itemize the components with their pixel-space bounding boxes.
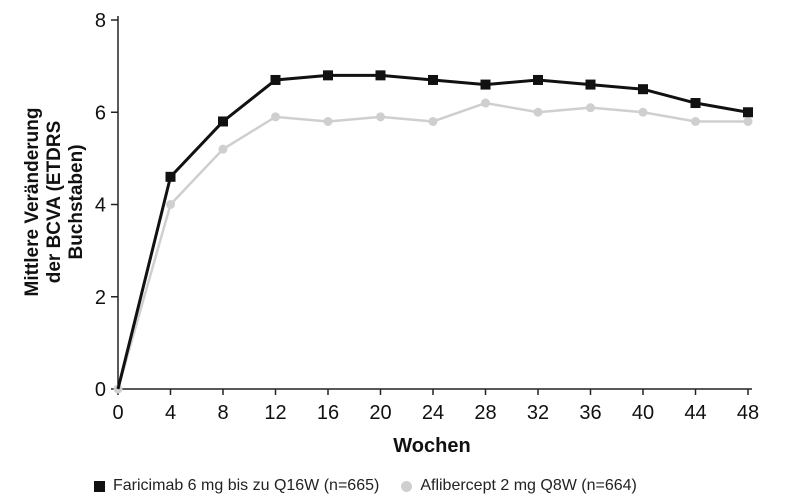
legend: Faricimab 6 mg bis zu Q16W (n=665) Aflib… [94, 475, 659, 497]
data-point-circle [533, 107, 543, 117]
x-tick-label: 4 [165, 402, 176, 424]
data-point-square [270, 74, 281, 85]
data-point-square [165, 171, 176, 182]
data-point-square [218, 116, 228, 127]
legend-label-aflibercept: Aflibercept 2 mg Q8W (n=664) [420, 477, 637, 494]
x-tick-label: 16 [317, 402, 339, 424]
data-point-square [375, 70, 386, 81]
series-layer [113, 70, 753, 394]
y-tick-label: 8 [95, 10, 106, 32]
legend-label-faricimab: Faricimab 6 mg bis zu Q16W (n=665) [113, 477, 380, 494]
x-tick-label: 48 [737, 402, 759, 424]
x-tick-label: 32 [527, 402, 549, 424]
data-point-circle [691, 116, 700, 126]
data-point-square [428, 74, 438, 85]
data-point-circle [218, 144, 228, 154]
data-point-circle [481, 98, 490, 108]
data-point-circle [428, 116, 438, 126]
data-point-circle [586, 103, 595, 113]
x-tick-label: 12 [264, 402, 286, 424]
data-point-square [743, 107, 753, 118]
data-point-circle [166, 200, 175, 209]
x-axis-label: Wochen [393, 435, 470, 457]
y-axis-label-line: Mittlere Veränderung [22, 108, 43, 297]
data-point-square [690, 98, 701, 109]
data-point-circle [376, 112, 385, 122]
data-point-circle [323, 116, 333, 126]
x-tick-label: 20 [369, 402, 391, 424]
line-chart: Mittlere Veränderungder BCVA (ETDRSBuchs… [22, 10, 759, 457]
data-point-circle [638, 107, 648, 117]
data-point-square [638, 84, 648, 95]
y-tick-label: 2 [95, 287, 106, 309]
y-tick-label: 0 [95, 379, 106, 401]
data-point-circle [271, 112, 280, 122]
y-axis-label: Mittlere Veränderungder BCVA (ETDRSBuchs… [22, 108, 87, 297]
legend-item-aflibercept: Aflibercept 2 mg Q8W (n=664) [401, 477, 637, 495]
axes [111, 16, 752, 395]
x-tick-label: 24 [422, 402, 444, 424]
data-point-circle [743, 116, 753, 126]
legend-item-faricimab: Faricimab 6 mg bis zu Q16W (n=665) [94, 477, 379, 495]
x-tick-label: 0 [112, 402, 123, 424]
x-tick-label: 44 [684, 402, 706, 424]
y-tick-label: 4 [95, 195, 106, 217]
x-tick-label: 28 [474, 402, 496, 424]
circle-marker-icon [401, 480, 413, 492]
y-axis-label-line: der BCVA (ETDRS [44, 121, 65, 284]
data-point-square [585, 79, 596, 90]
y-axis-label-text: Mittlere Veränderungder BCVA (ETDRSBuchs… [22, 108, 87, 297]
data-point-square [323, 70, 333, 81]
y-axis-label-line: Buchstaben) [66, 144, 87, 259]
series-line [116, 101, 748, 390]
x-tick-label: 36 [579, 402, 601, 424]
x-tick-label: 8 [217, 402, 228, 424]
data-point-square [533, 74, 543, 85]
data-point-square [480, 79, 491, 90]
square-marker-icon [94, 480, 105, 492]
y-tick-label: 6 [95, 102, 106, 124]
x-tick-label: 40 [632, 402, 654, 424]
